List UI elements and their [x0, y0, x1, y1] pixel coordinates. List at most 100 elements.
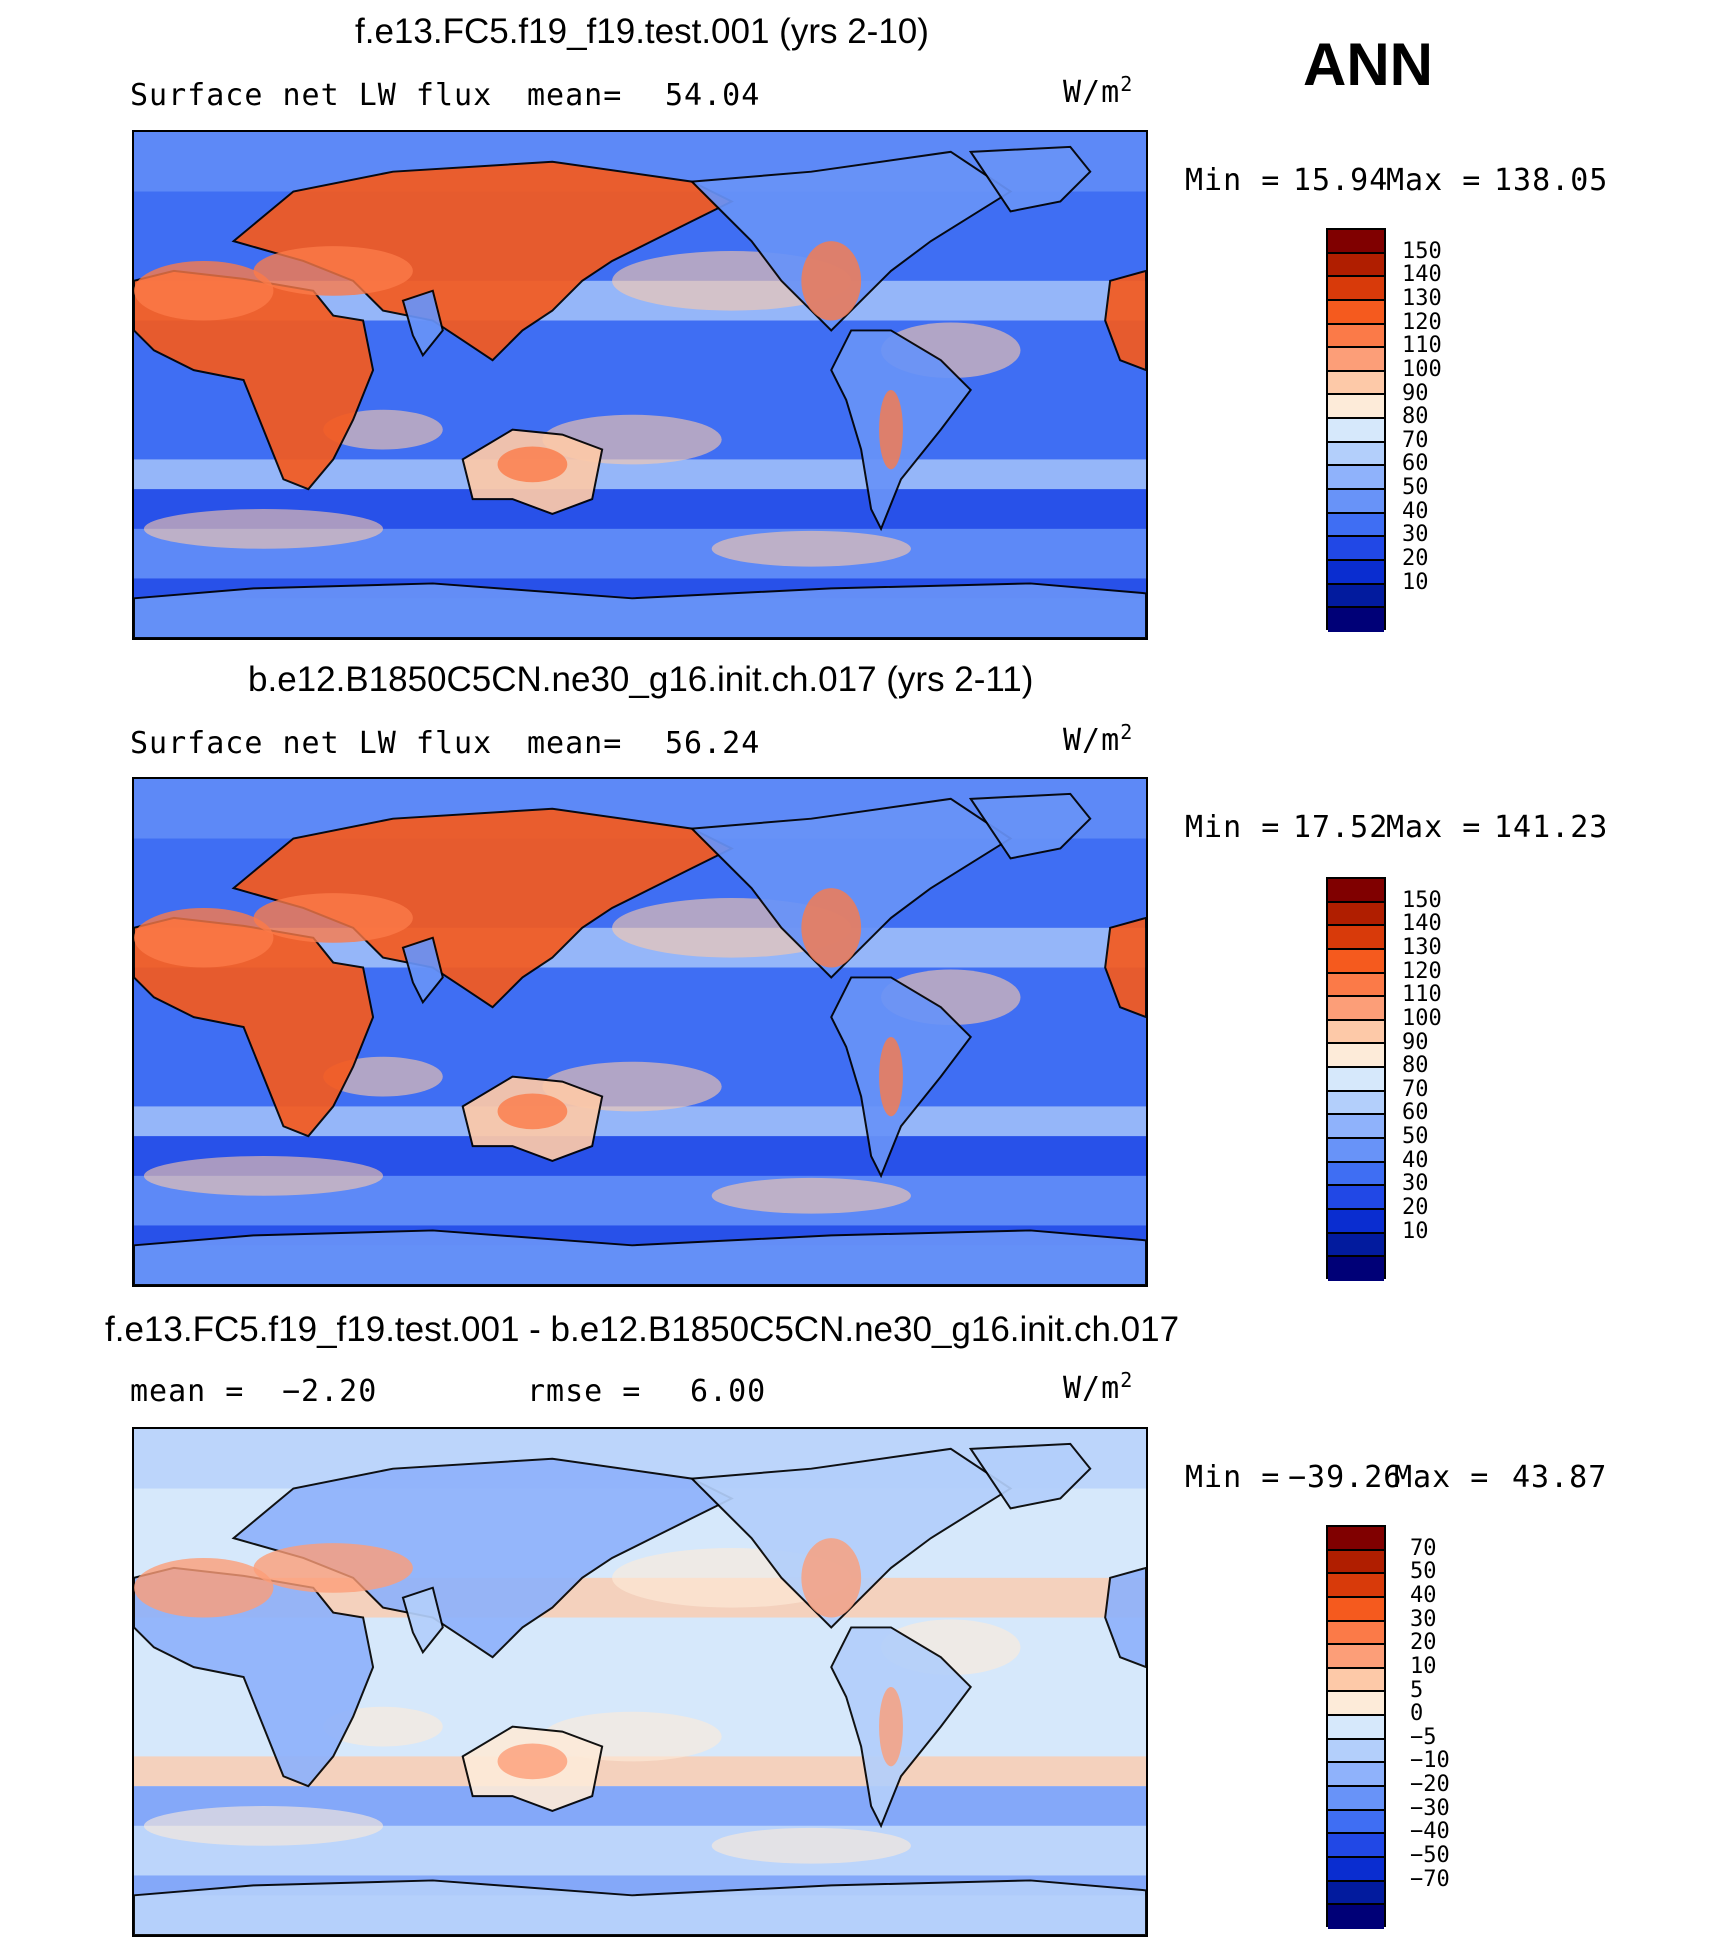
panel3-mean-value: −2.20 — [282, 1374, 378, 1409]
continent-eurasia — [231, 160, 734, 362]
colorbar-swatch — [1328, 1574, 1384, 1598]
colorbar-level-label: 70 — [1402, 1076, 1429, 1102]
colorbar-swatch — [1328, 1621, 1384, 1646]
colorbar-swatch — [1328, 371, 1384, 396]
colorbar-level-label: 30 — [1402, 522, 1429, 548]
colorbar-level-label: 130 — [1402, 285, 1442, 311]
panel2-variable-name: Surface net LW flux — [130, 726, 493, 761]
colorbar-swatch — [1328, 1044, 1384, 1069]
colorbar-swatch — [1328, 1716, 1384, 1740]
colorbar-level-label: 20 — [1402, 546, 1429, 572]
colorbar-level-label: 110 — [1402, 333, 1442, 359]
panel3-map — [132, 1427, 1148, 1937]
continent-india — [401, 1586, 444, 1655]
panel3-mean-label: mean = — [130, 1374, 245, 1409]
colorbar-swatch — [1328, 902, 1384, 927]
continent-india — [401, 289, 444, 358]
panel3-max-value: 43.87 — [1512, 1460, 1608, 1495]
colorbar-swatch — [1328, 1810, 1384, 1835]
colorbar-swatch — [1328, 1020, 1384, 1045]
colorbar-level-label: 80 — [1402, 404, 1429, 430]
panel1-mean-value: 54.04 — [665, 78, 761, 113]
colorbar-level-label: 140 — [1402, 262, 1442, 288]
colorbar-swatch — [1328, 1905, 1384, 1929]
colorbar-level-label: −10 — [1410, 1748, 1450, 1774]
colorbar-level-label: 80 — [1402, 1053, 1429, 1079]
colorbar-swatch — [1328, 1857, 1384, 1882]
panel2-case-title: b.e12.B1850C5CN.ne30_g16.init.ch.017 (yr… — [248, 660, 1034, 699]
colorbar-swatch — [1328, 1115, 1384, 1140]
colorbar-swatch — [1328, 608, 1384, 632]
colorbar-level-label: 100 — [1402, 356, 1442, 382]
panel2-max-value: 141.23 — [1494, 810, 1609, 845]
colorbar-swatch — [1328, 277, 1384, 301]
continent-antarctica — [134, 582, 1146, 638]
panel3-min-label: Min = — [1185, 1460, 1281, 1495]
continent-eurasia — [231, 1457, 734, 1659]
colorbar-level-label: 70 — [1410, 1535, 1437, 1561]
colorbar-level-label: 110 — [1402, 982, 1442, 1008]
colorbar-swatch — [1328, 230, 1384, 254]
colorbar-level-label: −20 — [1410, 1772, 1450, 1798]
colorbar-swatch — [1328, 1881, 1384, 1906]
continent-africa2 — [1104, 1566, 1146, 1669]
colorbar-swatch — [1328, 1527, 1384, 1551]
colorbar-level-label: 10 — [1402, 1218, 1429, 1244]
colorbar-level-label: 90 — [1402, 380, 1429, 406]
panel3-colorbar — [1326, 1525, 1386, 1929]
colorbar-swatch — [1328, 1162, 1384, 1187]
continent-namerica — [689, 797, 1013, 979]
panel1-min-label: Min = — [1185, 163, 1281, 198]
panel2-max-label: Max = — [1386, 810, 1482, 845]
colorbar-level-label: −40 — [1410, 1819, 1450, 1845]
colorbar-swatch — [1328, 973, 1384, 998]
continent-greenland — [968, 792, 1092, 860]
colorbar-level-label: 40 — [1410, 1582, 1437, 1608]
panel3-case-title: f.e13.FC5.f19_f19.test.001 - b.e12.B1850… — [105, 1310, 1180, 1349]
continent-namerica — [689, 150, 1013, 332]
colorbar-level-label: 140 — [1402, 911, 1442, 937]
continent-india — [401, 936, 444, 1005]
colorbar-swatch — [1328, 1763, 1384, 1788]
panel2-map — [132, 777, 1148, 1287]
colorbar-swatch — [1328, 1739, 1384, 1764]
colorbar-swatch — [1328, 253, 1384, 278]
panel1-max-value: 138.05 — [1494, 163, 1609, 198]
panel3-rmse-value: 6.00 — [690, 1374, 767, 1409]
colorbar-level-label: 50 — [1410, 1559, 1437, 1585]
colorbar-swatch — [1328, 513, 1384, 538]
colorbar-level-label: 150 — [1402, 887, 1442, 913]
panel1-map — [132, 130, 1148, 640]
colorbar-swatch — [1328, 442, 1384, 467]
panel3-min-value: −39.26 — [1288, 1460, 1403, 1495]
continent-eurasia — [231, 807, 734, 1009]
continent-greenland — [968, 145, 1092, 213]
colorbar-level-label: 40 — [1402, 1147, 1429, 1173]
panel1-max-label: Max = — [1386, 163, 1482, 198]
panel1-colorbar — [1326, 228, 1386, 632]
colorbar-swatch — [1328, 1091, 1384, 1116]
continent-namerica — [689, 1447, 1013, 1629]
panel3-contour-field — [134, 1429, 1146, 1935]
colorbar-swatch — [1328, 300, 1384, 325]
colorbar-level-label: 90 — [1402, 1029, 1429, 1055]
continent-greenland — [968, 1442, 1092, 1510]
continent-antarctica — [134, 1229, 1146, 1285]
panel2-min-value: 17.52 — [1293, 810, 1389, 845]
panel3-units: W/m2 — [1063, 1368, 1134, 1406]
panel2-min-label: Min = — [1185, 810, 1281, 845]
colorbar-level-label: 50 — [1402, 475, 1429, 501]
colorbar-level-label: 0 — [1410, 1701, 1424, 1727]
colorbar-level-label: 50 — [1402, 1124, 1429, 1150]
colorbar-level-label: 20 — [1410, 1630, 1437, 1656]
colorbar-swatch — [1328, 1834, 1384, 1858]
colorbar-swatch — [1328, 1257, 1384, 1281]
panel1-variable-name: Surface net LW flux — [130, 78, 493, 113]
colorbar-swatch — [1328, 1139, 1384, 1163]
colorbar-level-label: −70 — [1410, 1866, 1450, 1892]
panel2-units: W/m2 — [1063, 720, 1134, 758]
colorbar-level-label: 30 — [1402, 1171, 1429, 1197]
continent-africa2 — [1104, 916, 1146, 1019]
colorbar-swatch — [1328, 1597, 1384, 1622]
colorbar-swatch — [1328, 949, 1384, 974]
